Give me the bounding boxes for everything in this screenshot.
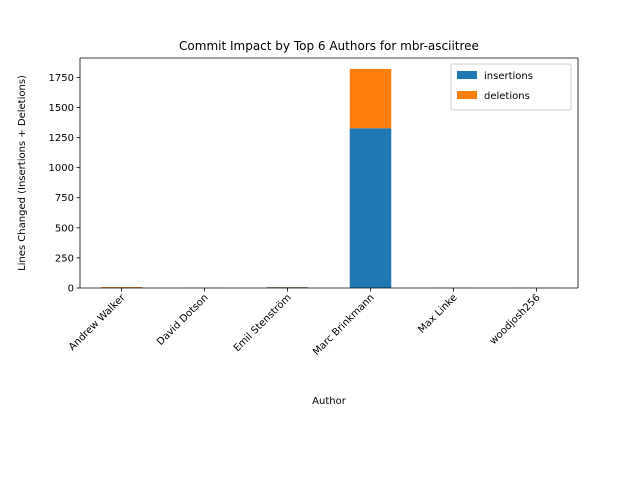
axes-group bbox=[79, 57, 579, 289]
chart-title: Commit Impact by Top 6 Authors for mbr-a… bbox=[179, 39, 479, 53]
bar-deletions-andrew-walker bbox=[100, 287, 143, 288]
legend: insertions deletions bbox=[450, 63, 572, 111]
legend-swatch-deletions bbox=[457, 91, 477, 99]
y-tick-label: 1000 bbox=[49, 163, 74, 174]
y-tick-label: 1250 bbox=[49, 133, 74, 144]
legend-label-insertions: insertions bbox=[484, 71, 533, 82]
y-ticks-group: 0 250 500 750 1000 1250 1500 1750 bbox=[49, 73, 80, 295]
y-tick-label: 0 bbox=[68, 284, 74, 295]
y-tick-label: 250 bbox=[55, 253, 74, 264]
bar-deletions-marc-brinkmann bbox=[349, 68, 392, 129]
bars-group bbox=[100, 68, 558, 288]
y-tick-label: 500 bbox=[55, 223, 74, 234]
y-tick-label: 1500 bbox=[49, 103, 74, 114]
y-axis-title: Lines Changed (Insertions + Deletions) bbox=[17, 75, 28, 271]
legend-swatch-insertions bbox=[457, 71, 477, 79]
bar-insertions-marc-brinkmann bbox=[349, 128, 392, 288]
x-axis-title: Author bbox=[312, 396, 347, 407]
legend-label-deletions: deletions bbox=[484, 91, 530, 102]
y-tick-label: 1750 bbox=[49, 73, 74, 84]
legend-box bbox=[450, 63, 572, 111]
y-tick-label: 750 bbox=[55, 193, 74, 204]
